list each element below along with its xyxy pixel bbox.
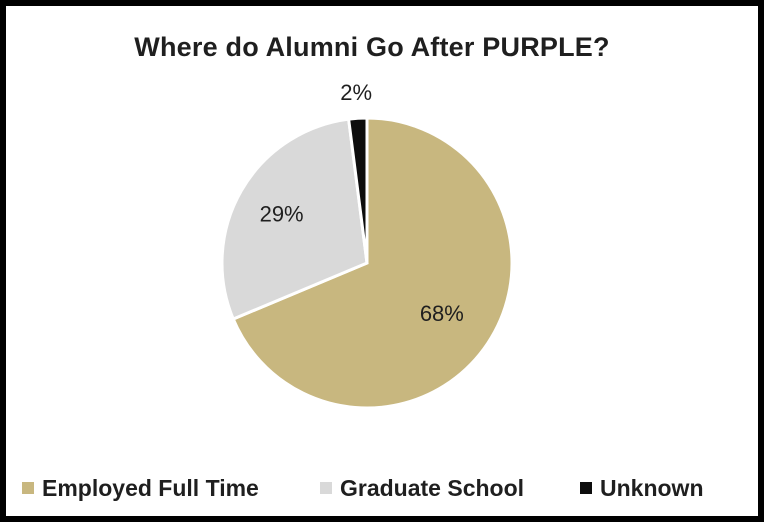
legend-swatch-graduate [320, 482, 332, 494]
pie-slices [220, 116, 514, 410]
legend-item-employed: Employed Full Time [22, 470, 259, 506]
chart-legend: Employed Full Time Graduate School Unkno… [6, 470, 758, 506]
pie-label-unknown: 2% [340, 80, 372, 105]
chart-title: Where do Alumni Go After PURPLE? [134, 32, 610, 62]
legend-item-graduate: Graduate School [320, 470, 524, 506]
pie-slice-unknown [346, 116, 369, 264]
legend-swatch-unknown [580, 482, 592, 494]
pie-label-employed: 68% [420, 301, 464, 326]
pie-data-labels: 68% 29% 2% [260, 80, 464, 326]
legend-label-unknown: Unknown [600, 474, 704, 501]
legend-swatch-employed [22, 482, 34, 494]
legend-item-unknown: Unknown [580, 470, 704, 506]
legend-label-graduate: Graduate School [340, 474, 525, 501]
legend-label-employed: Employed Full Time [42, 474, 259, 501]
pie-chart: 68% 29% 2% [220, 80, 514, 410]
chart-panel: Where do Alumni Go After PURPLE? 68% 29% 2… [6, 6, 758, 516]
pie-label-graduate: 29% [260, 202, 304, 227]
pie-slice-graduate [220, 117, 369, 321]
pie-slice-employed [231, 116, 514, 410]
